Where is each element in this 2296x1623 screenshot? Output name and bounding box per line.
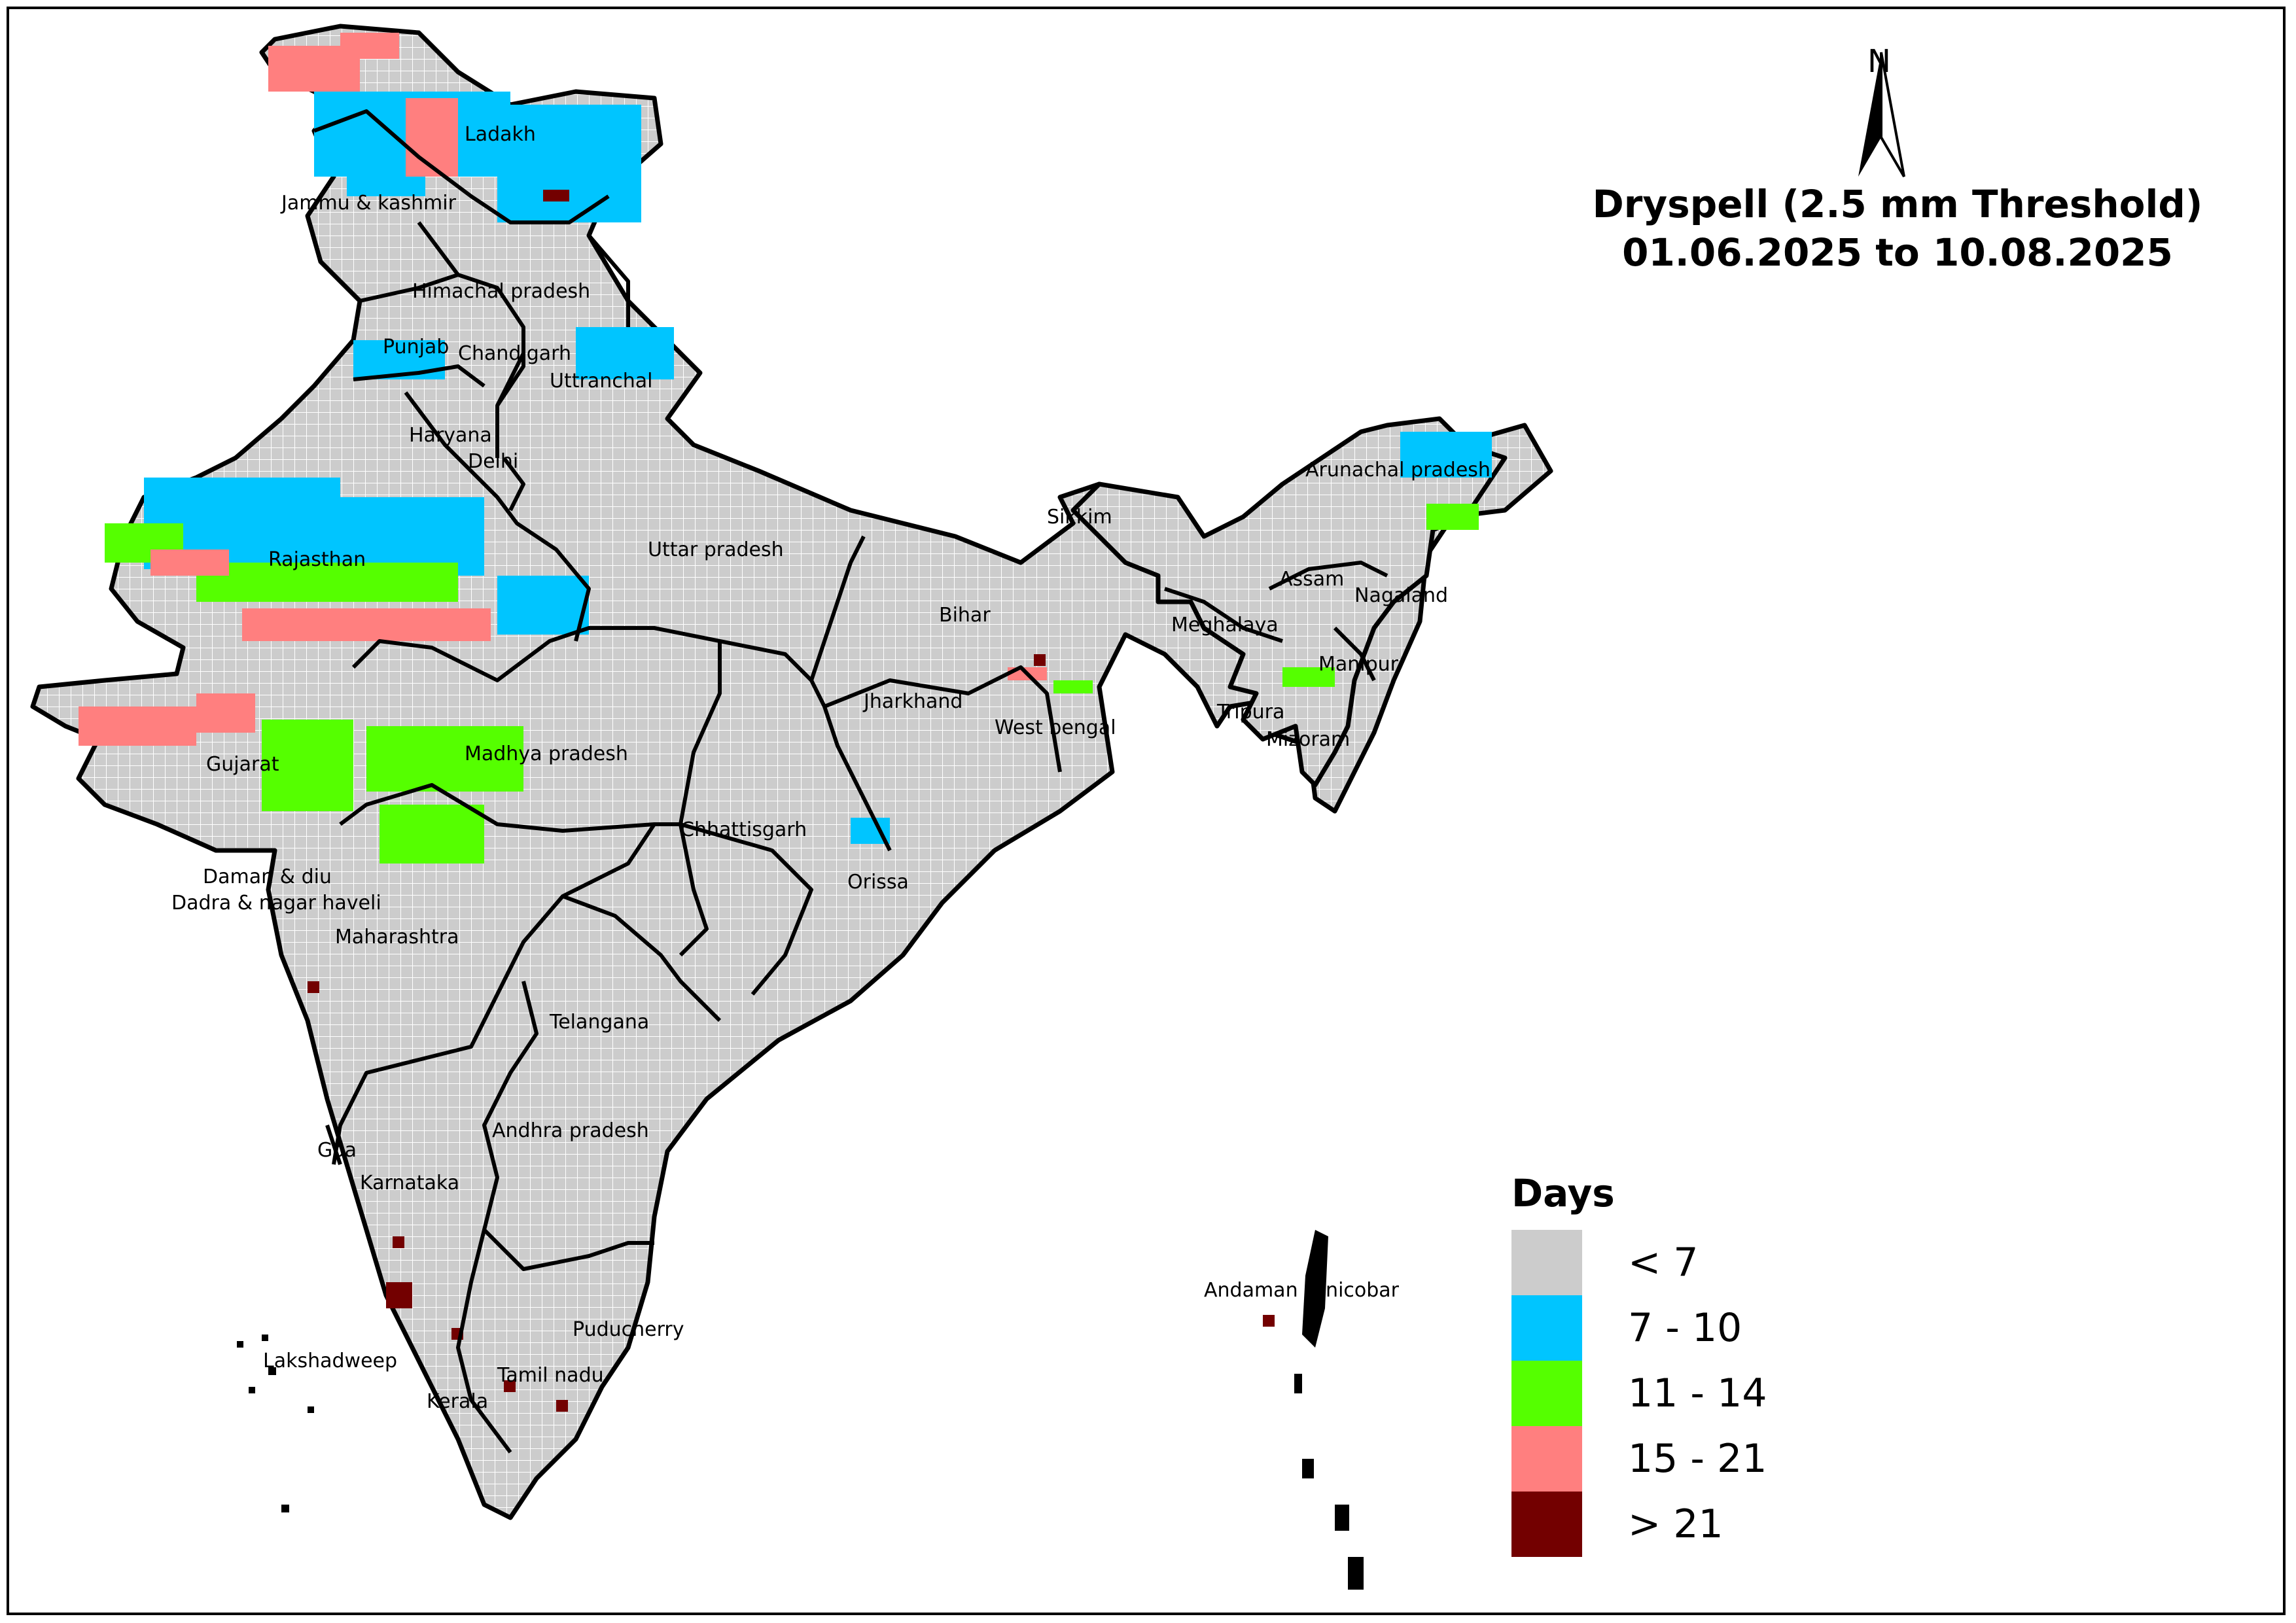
label-arunachal-pradesh: Arunachal pradesh: [1305, 459, 1491, 481]
label-jammu-kashmir: Jammu & kashmir: [280, 192, 457, 215]
label-puducherry: Puducherry: [573, 1318, 684, 1341]
legend-label: < 7: [1628, 1240, 1699, 1285]
map-title: Dryspell (2.5 mm Threshold): [1592, 182, 2203, 226]
label-maharashtra: Maharashtra: [335, 926, 459, 949]
label-daman-diu: Daman & diu: [203, 865, 332, 888]
map-frame: [7, 7, 2286, 1615]
legend-item: 11 - 14: [1511, 1361, 1786, 1426]
legend-swatch: [1511, 1492, 1582, 1557]
label-haryana: Haryana: [409, 424, 492, 447]
northeast-india: [1070, 416, 1508, 788]
lakshadweep-islands: [237, 1335, 314, 1512]
label-telangana: Telangana: [549, 1011, 649, 1034]
dryspell-11-14-cells: [105, 504, 1479, 864]
state-labels: Ladakh Jammu & kashmir Himachal pradesh …: [171, 123, 1491, 1413]
label-delhi: Delhi: [468, 450, 518, 473]
label-manipur: Manipur: [1318, 653, 1399, 676]
map-date-range: 01.06.2025 to 10.08.2025: [1622, 230, 2173, 275]
label-jharkhand: Jharkhand: [862, 690, 963, 713]
label-andaman-nicobar: Andaman & nicobar: [1204, 1279, 1400, 1302]
legend-title: Days: [1511, 1171, 1615, 1215]
legend-swatch: [1511, 1361, 1582, 1426]
label-orissa: Orissa: [847, 871, 909, 894]
legend-item: 7 - 10: [1511, 1295, 1786, 1361]
legend-item: 15 - 21: [1511, 1426, 1786, 1492]
north-arrow-icon: [1858, 52, 1905, 178]
legend-label: > 21: [1628, 1501, 1723, 1547]
label-punjab: Punjab: [383, 336, 449, 358]
label-kerala: Kerala: [427, 1390, 488, 1413]
label-tripura: Tripura: [1216, 701, 1284, 724]
label-lakshadweep: Lakshadweep: [263, 1350, 397, 1372]
legend-label: 15 - 21: [1628, 1436, 1767, 1482]
label-andhra-pradesh: Andhra pradesh: [492, 1119, 649, 1142]
label-rajasthan: Rajasthan: [268, 548, 366, 571]
legend: Days < 7 7 - 10 11 - 14 15 - 21 > 21: [1511, 1171, 1786, 1557]
legend-swatch: [1511, 1230, 1582, 1295]
label-tamil-nadu: Tamil nadu: [497, 1364, 604, 1387]
label-goa: Goa: [317, 1139, 357, 1162]
legend-label: 11 - 14: [1628, 1370, 1767, 1416]
label-mizoram: Mizoram: [1266, 728, 1350, 751]
label-nagaland: Nagaland: [1354, 584, 1448, 607]
label-bihar: Bihar: [939, 604, 991, 627]
label-dadra-nagar-haveli: Dadra & nagar haveli: [171, 892, 381, 915]
legend-item: > 21: [1511, 1492, 1786, 1557]
label-ladakh: Ladakh: [465, 123, 536, 146]
state-boundaries: [313, 109, 1388, 1454]
label-chandigarh: Chandigarh: [458, 342, 571, 365]
label-himachal-pradesh: Himachal pradesh: [412, 280, 590, 303]
dryspell-over-21-cells: [308, 190, 1046, 1412]
label-sikkim: Sikkim: [1047, 506, 1112, 529]
legend-item: < 7: [1511, 1230, 1786, 1295]
label-meghalaya: Meghalaya: [1171, 614, 1279, 637]
label-karnataka: Karnataka: [360, 1172, 459, 1195]
label-uttranchal: Uttranchal: [550, 370, 652, 393]
legend-label: 7 - 10: [1628, 1305, 1742, 1351]
legend-swatch: [1511, 1426, 1582, 1492]
label-chhattisgarh: Chhattisgarh: [680, 818, 807, 841]
label-madhya-pradesh: Madhya pradesh: [465, 742, 628, 765]
label-assam: Assam: [1279, 568, 1344, 591]
label-west-bengal: West bengal: [995, 716, 1116, 739]
label-gujarat: Gujarat: [206, 753, 279, 776]
label-uttar-pradesh: Uttar pradesh: [648, 538, 784, 561]
legend-swatch: [1511, 1295, 1582, 1361]
andaman-nicobar-islands: [1263, 1230, 1364, 1590]
